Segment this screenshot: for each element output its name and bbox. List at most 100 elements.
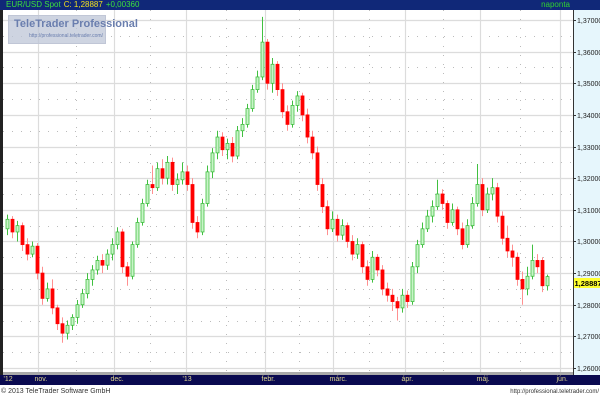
- candle-body-up: [130, 244, 135, 277]
- candle: [40, 266, 45, 305]
- candle-body-down: [150, 184, 155, 189]
- candle-body-down: [535, 260, 540, 268]
- candle-body-up: [135, 222, 140, 246]
- candle-body-down: [495, 187, 500, 217]
- last-price-box: [574, 278, 600, 288]
- candle: [390, 288, 395, 312]
- candle: [375, 254, 380, 277]
- candle: [105, 249, 110, 270]
- candle-body-down: [440, 193, 445, 204]
- candle: [125, 262, 130, 286]
- time-scrollbar[interactable]: [0, 372, 573, 375]
- candle-body-up: [420, 228, 425, 246]
- candle: [540, 257, 545, 293]
- candle: [515, 252, 520, 286]
- candle: [410, 262, 415, 305]
- candle-body-up: [15, 225, 20, 233]
- candle-body-down: [405, 294, 410, 302]
- candle: [240, 118, 245, 138]
- candle: [30, 241, 35, 258]
- candle: [430, 200, 435, 223]
- candle-body-up: [215, 136, 220, 154]
- close-price-label: C: 1,28887: [63, 0, 103, 9]
- candle: [195, 216, 200, 239]
- candle-body-down: [395, 301, 400, 309]
- time-axis: '12 nov. dec. '13 febr. márc. ápr. máj. jún.: [0, 375, 573, 385]
- candle-body-up: [235, 130, 240, 157]
- period-selector[interactable]: naponta: [541, 0, 570, 9]
- candle: [60, 317, 65, 343]
- candle: [205, 165, 210, 207]
- candle-body-down: [380, 269, 385, 290]
- candle-body-down: [285, 111, 290, 125]
- y-tick-label: 1,27000: [577, 334, 600, 341]
- y-tick-label: 1,26000: [577, 366, 600, 373]
- candle: [455, 206, 460, 236]
- candle: [70, 314, 75, 331]
- candle-body-down: [185, 171, 190, 185]
- candle-body-up: [85, 279, 90, 295]
- candle-body-up: [525, 275, 530, 290]
- candle-body-up: [425, 215, 430, 230]
- candle: [280, 83, 285, 119]
- copyright: © 2013 TeleTrader Software GmbH: [1, 388, 111, 395]
- candle-body-up: [255, 76, 260, 91]
- candle-body-down: [445, 203, 450, 223]
- candle: [130, 241, 135, 280]
- candle-body-up: [200, 203, 205, 233]
- candle-body-down: [195, 222, 200, 233]
- candle: [100, 254, 105, 274]
- candle-body-up: [165, 161, 170, 179]
- candle: [310, 130, 315, 160]
- candle-body-up: [430, 206, 435, 217]
- candle: [80, 288, 85, 308]
- y-tick-label: 1,34000: [577, 113, 600, 120]
- candle: [355, 238, 360, 259]
- candle: [535, 254, 540, 274]
- candle: [285, 105, 290, 131]
- candle-body-up: [485, 193, 490, 211]
- candle: [365, 260, 370, 286]
- y-axis-ticks: 1,37000 1,36000 1,35000 1,34000 1,33000 1,320…: [573, 18, 600, 373]
- candle: [150, 165, 155, 194]
- candle-body-down: [365, 266, 370, 280]
- candle: [180, 162, 185, 185]
- candle: [360, 241, 365, 274]
- candle-body-up: [105, 253, 110, 266]
- candle: [230, 137, 235, 163]
- candle-body-up: [415, 244, 420, 268]
- candle-body-down: [10, 218, 15, 233]
- symbol-label: EUR/USD Spot: [6, 0, 61, 9]
- candle: [335, 214, 340, 242]
- candle-body-down: [310, 136, 315, 154]
- candle-body-down: [375, 256, 380, 271]
- candlestick-chart: 1,37000 1,36000 1,35000 1,34000 1,33000 1,320…: [0, 10, 600, 375]
- candle: [315, 146, 320, 191]
- candle: [400, 288, 405, 313]
- candle-body-up: [355, 244, 360, 255]
- candle-body-up: [155, 168, 160, 189]
- candle: [45, 282, 50, 302]
- candle-body-down: [455, 209, 460, 230]
- candle: [340, 219, 345, 240]
- candle: [495, 182, 500, 223]
- footer-link[interactable]: http://professional.teletrader.com/: [510, 389, 599, 395]
- last-price-marker: 1,28887: [574, 278, 600, 288]
- candle: [270, 57, 275, 93]
- candle: [255, 70, 260, 93]
- candle-body-down: [170, 161, 175, 185]
- candle-body-up: [465, 225, 470, 246]
- candle-body-up: [400, 294, 405, 309]
- candle: [470, 197, 475, 229]
- candle-body-down: [125, 266, 130, 277]
- candle: [25, 238, 30, 261]
- candle-body-up: [90, 269, 95, 280]
- candle: [500, 211, 505, 245]
- candle-body-up: [95, 260, 100, 271]
- candle: [485, 187, 490, 213]
- y-tick-label: 1,37000: [577, 18, 600, 25]
- candles: [5, 16, 550, 343]
- candle: [175, 173, 180, 194]
- y-axis-panel: [573, 10, 600, 375]
- candle-body-up: [410, 266, 415, 302]
